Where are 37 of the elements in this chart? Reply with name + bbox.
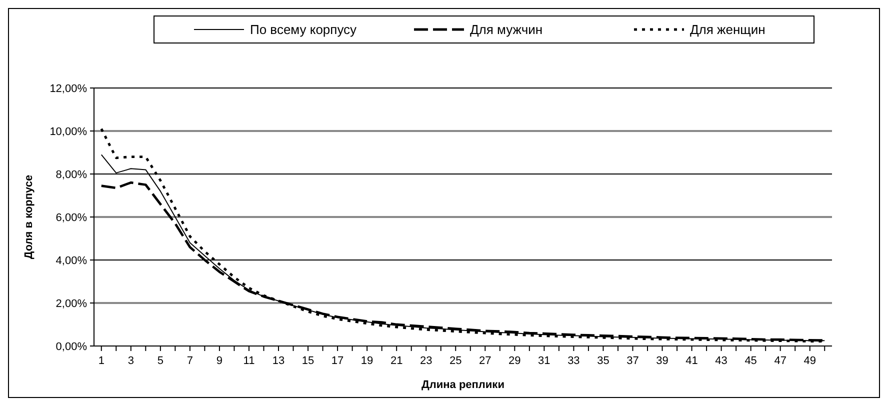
x-tick-label: 27 [479,355,492,367]
y-tick-label: 10,00% [50,126,88,138]
x-tick-label: 17 [331,355,344,367]
x-axis-title: Длина реплики [422,379,504,391]
x-tick-label: 15 [302,355,314,367]
x-tick-label: 47 [774,355,786,367]
x-tick-label: 29 [508,355,521,367]
x-tick-label: 3 [128,355,134,367]
y-tick-label: 0,00% [56,340,88,353]
x-tick-label: 33 [568,355,580,367]
y-tick-label: 6,00% [56,212,88,224]
x-tick-label: 25 [449,355,462,367]
y-tick-label: 12,00% [50,82,88,95]
x-tick-label: 5 [157,355,164,367]
x-tick-label: 37 [626,355,639,367]
x-tick-label: 39 [656,355,668,367]
legend-label: Для мужчин [470,22,543,38]
legend-label: Для женщин [690,22,766,38]
x-tick-label: 1 [98,355,104,367]
x-tick-label: 41 [686,355,698,367]
x-tick-label: 21 [390,355,403,367]
x-tick-label: 31 [538,355,550,367]
x-tick-label: 19 [360,355,374,367]
x-tick-label: 49 [804,355,816,367]
x-tick-label: 43 [715,355,728,367]
x-tick-label: 35 [597,355,610,367]
x-tick-label: 13 [272,355,285,367]
x-tick-label: 7 [186,355,194,367]
x-tick-label: 23 [420,355,432,367]
y-axis-title: Доля в корпусе [23,174,35,260]
y-tick-label: 2,00% [56,298,88,310]
y-tick-label: 4,00% [56,254,88,267]
x-tick-label: 45 [744,355,757,367]
x-tick-label: 9 [216,355,223,367]
x-tick-label: 11 [243,355,255,367]
y-tick-label: 8,00% [56,168,88,181]
legend-label: По всему корпусу [250,22,358,38]
